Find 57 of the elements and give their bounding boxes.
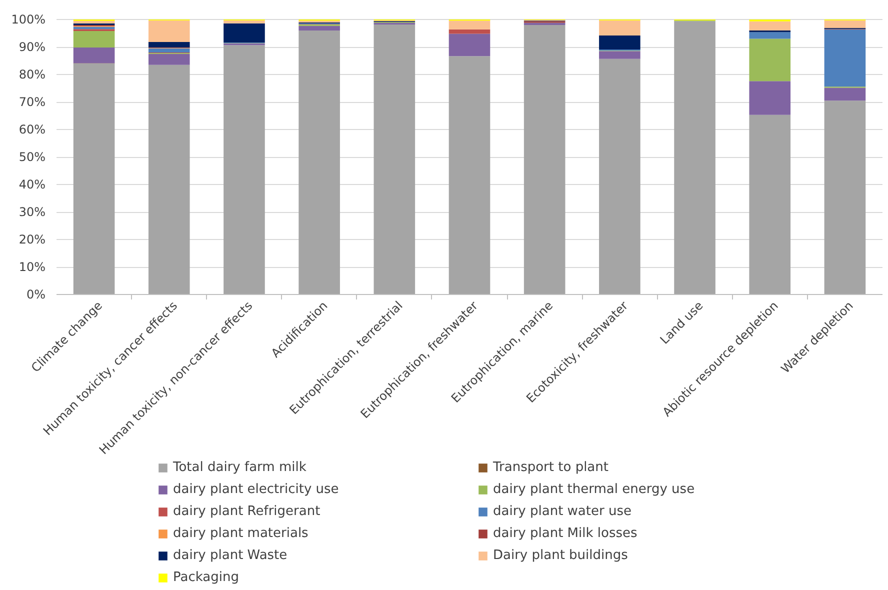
legend-label: dairy plant Milk losses — [493, 524, 638, 542]
bar — [73, 64, 115, 294]
legend-label: dairy plant Refrigerant — [173, 502, 322, 520]
y-tick-label: 40% — [18, 178, 46, 192]
bar — [674, 21, 716, 294]
bar — [749, 114, 791, 294]
bar — [749, 32, 791, 39]
y-tick-label: 70% — [18, 95, 46, 109]
legend-label: Dairy plant buildings — [493, 546, 629, 564]
y-tick-label: 30% — [18, 205, 46, 219]
bar — [448, 56, 490, 294]
bar — [148, 54, 190, 65]
bar — [73, 31, 115, 48]
bar — [73, 26, 115, 30]
bar — [599, 35, 640, 50]
legend-label: dairy plant Waste — [173, 546, 288, 564]
bar — [224, 20, 265, 24]
bar — [824, 29, 866, 87]
y-tick-label: 100% — [11, 12, 46, 26]
y-tick-label: 50% — [18, 150, 46, 164]
legend-label: Packaging — [173, 568, 240, 586]
bar — [749, 21, 791, 30]
bar — [824, 88, 866, 101]
bar — [148, 42, 190, 48]
bar — [298, 26, 340, 30]
legend-label: dairy plant materials — [173, 524, 310, 542]
bar — [298, 30, 340, 294]
bar — [749, 38, 791, 82]
y-tick-label: 60% — [18, 122, 46, 136]
legend-label: dairy plant water use — [493, 502, 632, 520]
bar — [148, 64, 190, 294]
bar — [824, 100, 866, 294]
bar — [73, 48, 115, 64]
y-tick-label: 10% — [18, 260, 46, 274]
bar — [599, 20, 640, 36]
bar — [224, 23, 265, 43]
bar — [824, 20, 866, 28]
y-tick-label: 0% — [26, 288, 46, 302]
bar — [524, 25, 566, 294]
bar — [148, 48, 190, 52]
legend-label: dairy plant thermal energy use — [493, 480, 696, 498]
bar — [599, 58, 640, 294]
bar — [224, 45, 265, 294]
bar — [448, 29, 490, 34]
bar — [148, 20, 190, 42]
bar — [73, 20, 115, 24]
y-tick-label: 90% — [18, 40, 46, 54]
bar — [749, 81, 791, 115]
legend-label: Total dairy farm milk — [173, 458, 308, 476]
legend-label: Transport to plant — [493, 458, 610, 476]
bar — [448, 34, 490, 56]
bar — [374, 24, 416, 294]
legend-label: dairy plant electricity use — [173, 480, 340, 498]
y-tick-label: 20% — [18, 232, 46, 246]
bar — [599, 51, 640, 59]
bar — [448, 20, 490, 30]
y-tick-label: 80% — [18, 68, 46, 82]
